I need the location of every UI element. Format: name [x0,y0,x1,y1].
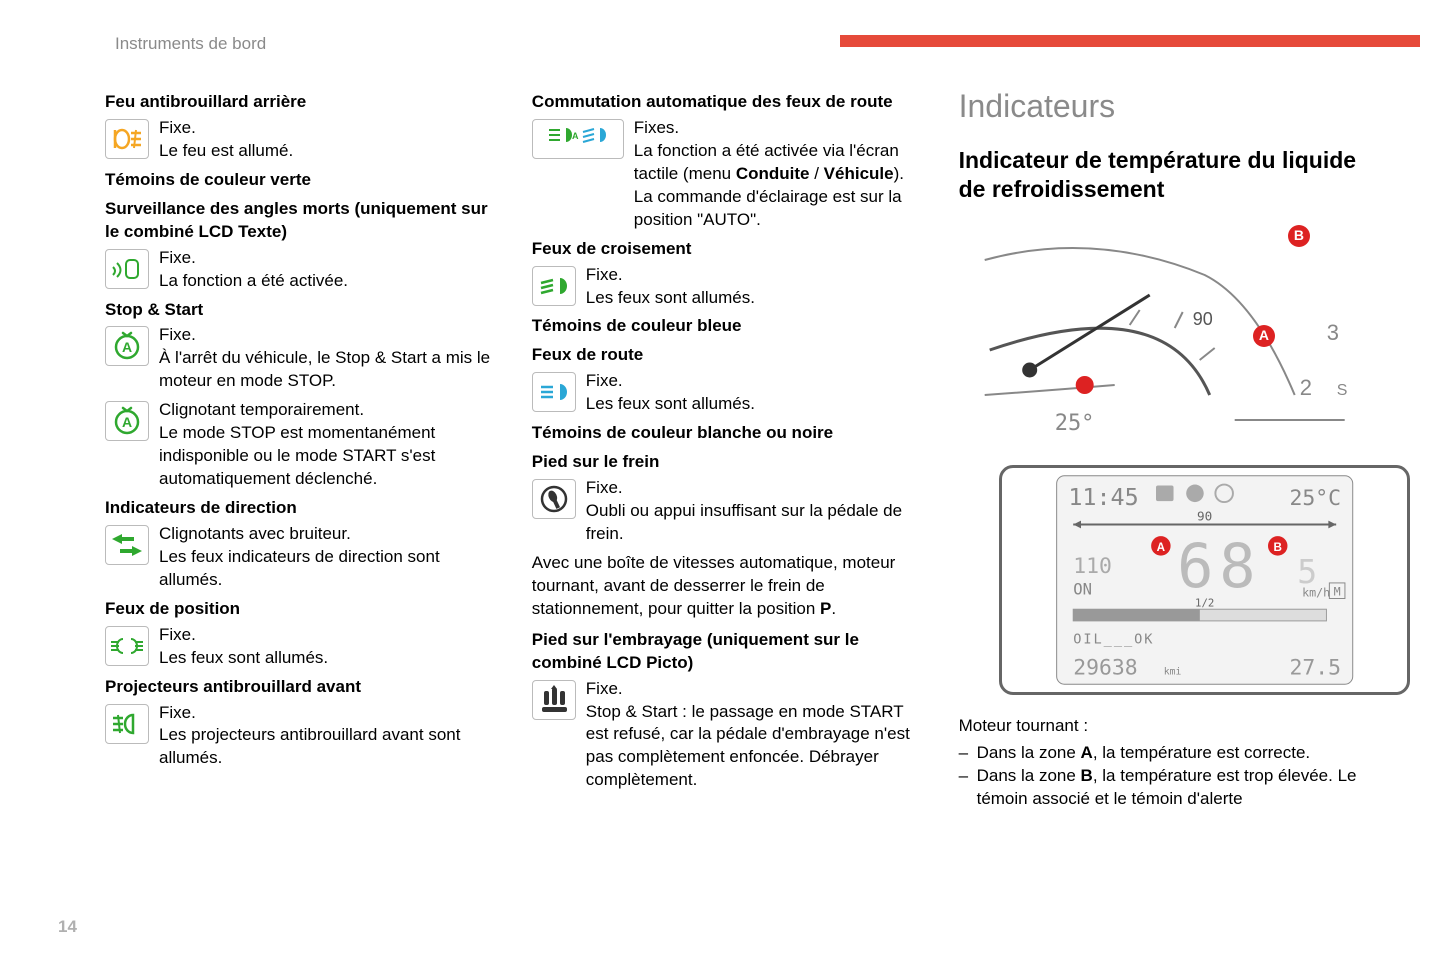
page-number: 14 [58,916,77,939]
stop-start-1-desc: À l'arrêt du véhicule, le Stop & Start a… [159,348,490,390]
high-beam-icon [532,372,576,412]
foot-clutch-title: Pied sur l'embrayage (uniquement sur le … [532,629,924,675]
svg-text:A: A [1156,540,1165,553]
breadcrumb: Instruments de bord [115,33,266,56]
foot-brake-desc: Oubli ou appui insuffisant sur la pédale… [586,501,902,543]
turn-signals-state: Clignotants avec bruiteur. [159,524,351,543]
blind-spot-title: Surveillance des angles morts (uniquemen… [105,198,497,244]
gauge-red-dot-icon [1075,376,1093,394]
dipped-beam-title: Feux de croisement [532,238,924,261]
foot-clutch-state: Fixe. [586,679,623,698]
stop-start-2-desc: Le mode STOP est momentanément indisponi… [159,423,435,488]
blue-heading: Témoins de couleur bleue [532,315,924,338]
dipped-beam-state: Fixe. [586,265,623,284]
dipped-beam-icon [532,266,576,306]
foot-brake-extra-pre: Avec une boîte de vitesses automatique, … [532,553,896,618]
sidelights-icon [105,626,149,666]
rear-fog-state: Fixe. [159,118,196,137]
svg-text:ON: ON [1073,580,1092,598]
stop-start-1-state: Fixe. [159,325,196,344]
blind-spot-desc: La fonction a été activée. [159,271,348,290]
svg-text:25°C: 25°C [1289,486,1341,511]
coolant-gauge-illustration: 90 25° 3 2 S B A [959,220,1370,445]
svg-text:1/2: 1/2 [1195,596,1214,609]
bullet2-pre: Dans la zone [977,766,1081,785]
foot-brake-icon [532,479,576,519]
rear-fog-icon [105,119,149,159]
foot-brake-title: Pied sur le frein [532,451,924,474]
gauge-tick-90: 90 [1192,309,1212,329]
svg-text:90: 90 [1197,508,1212,523]
bw-heading: Témoins de couleur blanche ou noire [532,422,924,445]
coolant-heading: Indicateur de température du liquide de … [959,146,1370,204]
caption: Moteur tournant : [959,715,1370,738]
foot-brake-state: Fixe. [586,478,623,497]
stop-start-icon-1: A [105,326,149,366]
zone-list: –Dans la zone A, la température est corr… [959,742,1370,811]
auto-high-beam-title: Commutation automatique des feux de rout… [532,91,924,114]
indicators-heading: Indicateurs [959,85,1370,128]
auto-high-beam-b1: Conduite [736,164,810,183]
blind-spot-icon [105,249,149,289]
svg-text:OIL___OK: OIL___OK [1073,631,1154,647]
auto-high-beam-sep: / [810,164,824,183]
svg-text:A: A [122,414,132,430]
svg-text:B: B [1273,540,1281,553]
bullet1-post: , la température est correcte. [1093,743,1310,762]
front-fog-icon [105,704,149,744]
content-columns: Feu antibrouillard arrière Fixe. Le feu … [105,85,1370,810]
stop-start-icon-2: A [105,401,149,441]
svg-text:3: 3 [1326,320,1338,345]
turn-signals-icon [105,525,149,565]
svg-text:110: 110 [1073,554,1112,579]
svg-text:2: 2 [1299,375,1311,400]
column-3: Indicateurs Indicateur de température du… [959,85,1370,810]
sidelights-state: Fixe. [159,625,196,644]
turn-signals-title: Indicateurs de direction [105,497,497,520]
svg-text:29638: 29638 [1073,655,1137,680]
svg-text:M: M [1333,584,1340,598]
column-1: Feu antibrouillard arrière Fixe. Le feu … [105,85,497,810]
high-beam-state: Fixe. [586,371,623,390]
bullet1-b: A [1081,743,1093,762]
auto-high-beam-icon: A [532,119,624,159]
bullet2-b: B [1081,766,1093,785]
foot-brake-extra-post: . [831,599,836,618]
dipped-beam-desc: Les feux sont allumés. [586,288,755,307]
auto-high-beam-state: Fixes. [634,118,679,137]
front-fog-state: Fixe. [159,703,196,722]
svg-text:A: A [122,339,132,355]
svg-text:68: 68 [1177,532,1261,602]
foot-clutch-icon [532,680,576,720]
svg-text:S: S [1336,382,1347,399]
rear-fog-desc: Le feu est allumé. [159,141,293,160]
svg-text:27.5: 27.5 [1289,655,1341,680]
column-2: Commutation automatique des feux de rout… [532,85,924,810]
rear-fog-title: Feu antibrouillard arrière [105,91,497,114]
foot-clutch-desc: Stop & Start : le passage en mode START … [586,702,910,790]
svg-text:A: A [572,131,579,141]
gauge-marker-a: A [1253,325,1275,347]
blind-spot-state: Fixe. [159,248,196,267]
high-beam-desc: Les feux sont allumés. [586,394,755,413]
front-fog-title: Projecteurs antibrouillard avant [105,676,497,699]
accent-bar [840,35,1420,47]
turn-signals-desc: Les feux indicateurs de direction sont a… [159,547,440,589]
high-beam-title: Feux de route [532,344,924,367]
front-fog-desc: Les projecteurs antibrouillard avant son… [159,725,460,767]
stop-start-2-state: Clignotant temporairement. [159,400,364,419]
bullet1-pre: Dans la zone [977,743,1081,762]
lcd-illustration: 11:45 25°C 90 68 5 km/h M 110 ON 1 [999,465,1410,695]
foot-brake-extra-bold: P [820,599,831,618]
sidelights-desc: Les feux sont allumés. [159,648,328,667]
svg-text:km/h: km/h [1302,585,1330,599]
green-heading: Témoins de couleur verte [105,169,497,192]
svg-text:kmi: kmi [1163,666,1181,677]
sidelights-title: Feux de position [105,598,497,621]
stop-start-title: Stop & Start [105,299,497,322]
svg-text:11:45: 11:45 [1068,483,1138,511]
gauge-temp-display: 25° [1054,411,1094,436]
auto-high-beam-b2: Véhicule [824,164,894,183]
gauge-marker-b: B [1288,225,1310,247]
